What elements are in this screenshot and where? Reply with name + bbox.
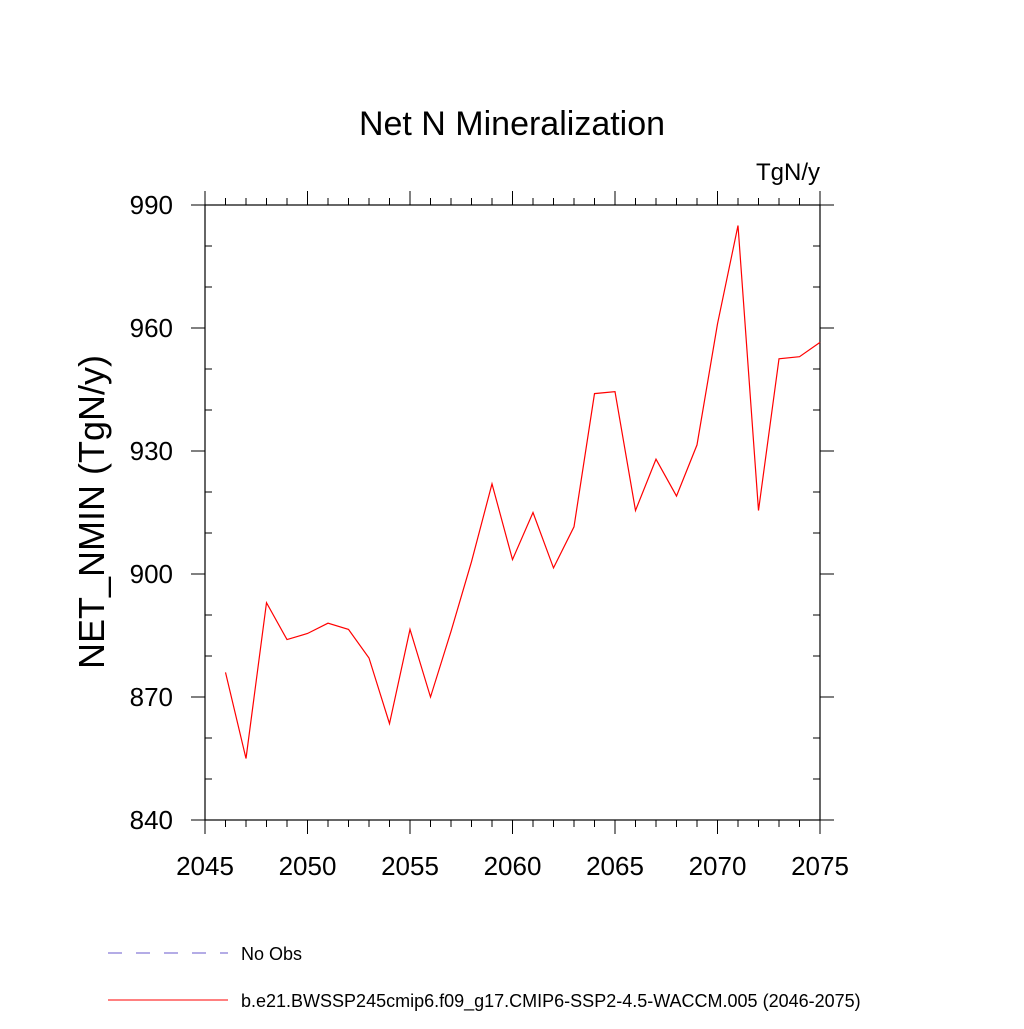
legend: No Obs b.e21.BWSSP245cmip6.f09_g17.CMIP6-… <box>108 944 861 1012</box>
x-tick-label: 2070 <box>689 851 747 881</box>
series-layer <box>225 225 820 758</box>
plot-frame <box>205 205 820 820</box>
y-axis-label: NET_NMIN (TgN/y) <box>71 355 112 669</box>
y-tick-label: 870 <box>130 682 173 712</box>
series-line <box>226 226 821 759</box>
y-tick-label: 930 <box>130 436 173 466</box>
x-tick-label: 2075 <box>791 851 849 881</box>
x-tick-label: 2055 <box>381 851 439 881</box>
axes: 2045 2050 2055 2060 2065 2070 2075 840 870 900 930… <box>130 190 849 881</box>
x-tick-label: 2050 <box>279 851 337 881</box>
x-tick-label: 2060 <box>484 851 542 881</box>
y-tick-label: 900 <box>130 559 173 589</box>
y-tick-label: 840 <box>130 805 173 835</box>
x-tick-label: 2045 <box>176 851 234 881</box>
legend-label: b.e21.BWSSP245cmip6.f09_g17.CMIP6-SSP2-4… <box>241 991 861 1012</box>
x-tick-label: 2065 <box>586 851 644 881</box>
units-label: TgN/y <box>756 159 820 186</box>
y-tick-label: 990 <box>130 190 173 220</box>
legend-label: No Obs <box>241 944 302 964</box>
y-tick-label: 960 <box>130 313 173 343</box>
chart-title: Net N Mineralization <box>359 105 665 143</box>
